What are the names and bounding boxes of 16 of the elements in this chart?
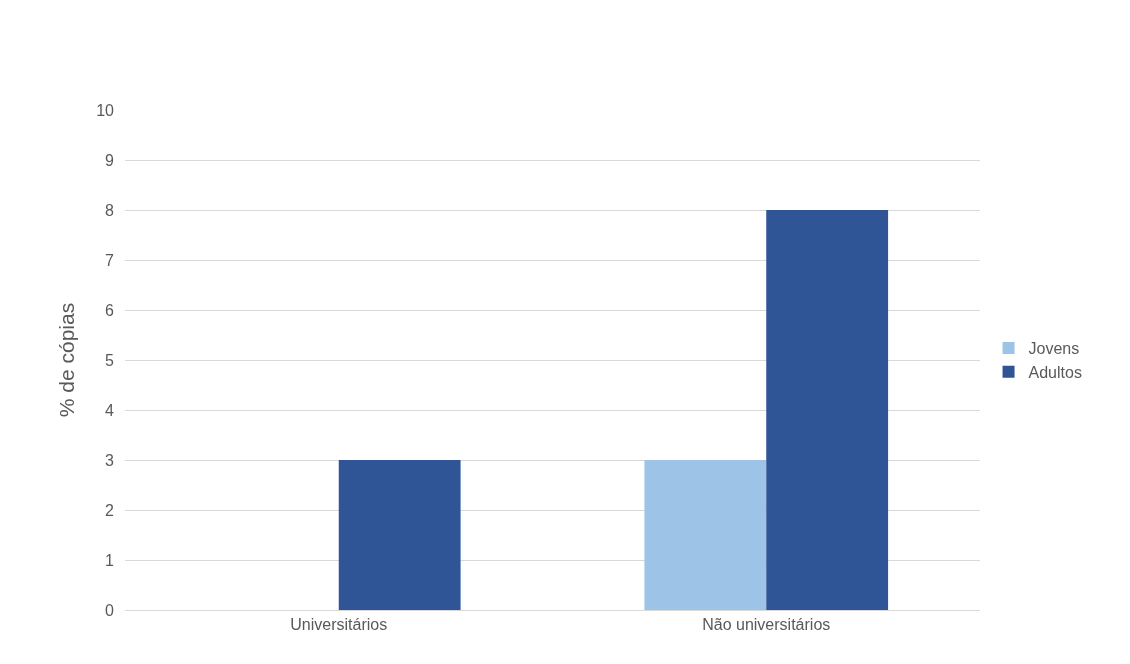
y-tick-label: 2 [105, 501, 115, 519]
y-tick-label: 9 [105, 151, 115, 169]
y-tick-label: 0 [105, 601, 115, 619]
y-tick-label: 6 [105, 301, 115, 319]
legend-label: Jovens [1028, 340, 1080, 358]
x-tick-label: Não universitários [702, 616, 831, 634]
x-tick-label: Universitários [290, 616, 388, 634]
y-tick-label: 10 [96, 101, 115, 119]
legend-label: Adultos [1028, 363, 1082, 381]
y-tick-label: 5 [105, 351, 115, 369]
y-tick-label: 8 [105, 201, 115, 219]
y-tick-label: 4 [105, 401, 115, 419]
y-tick-label: 7 [105, 251, 115, 269]
y-tick-label: 3 [105, 451, 115, 469]
y-axis-title: % de cópias [55, 302, 79, 418]
y-tick-label: 1 [105, 551, 115, 569]
